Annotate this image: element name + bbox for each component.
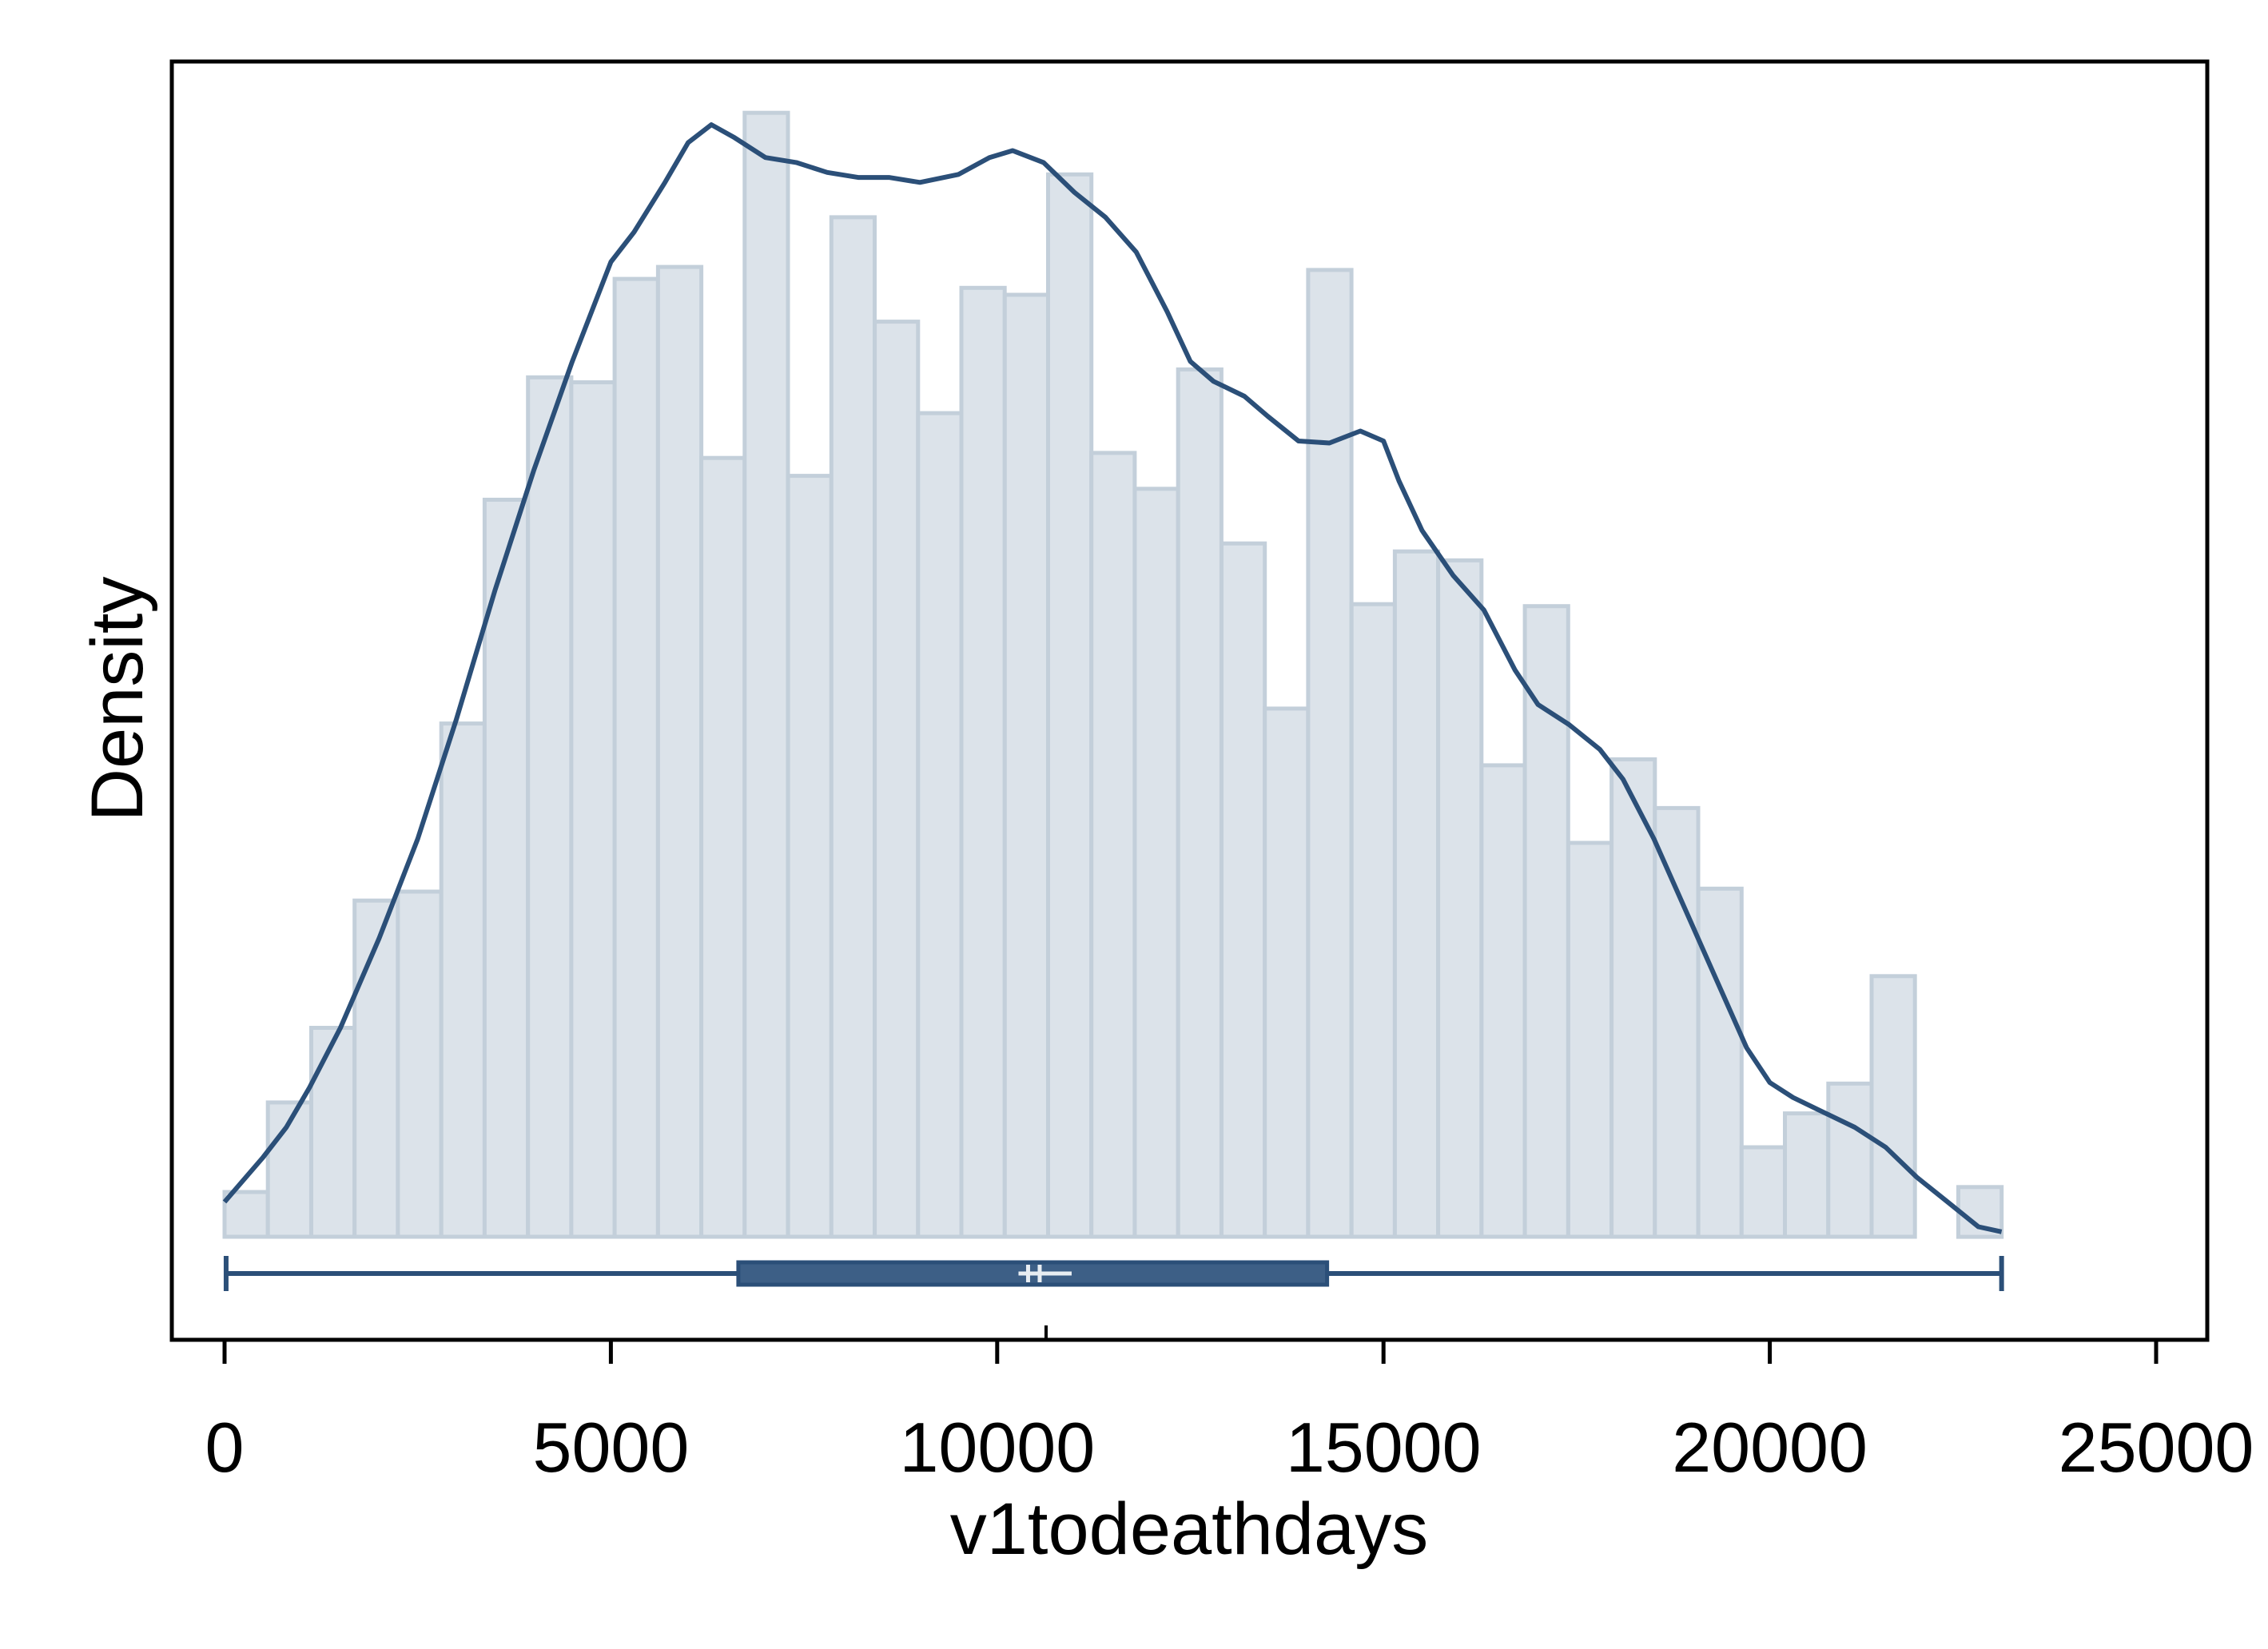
histogram-bar xyxy=(699,455,747,1239)
histogram-bar xyxy=(1132,487,1180,1239)
histogram-bar xyxy=(1479,763,1527,1239)
histogram-bar xyxy=(222,1190,270,1239)
x-tick-label: 5000 xyxy=(533,1408,690,1487)
histogram-bar xyxy=(959,285,1007,1239)
x-axis: 0 5000 10000 15000 20000 25000 xyxy=(205,1340,2254,1487)
x-tick-label: 10000 xyxy=(899,1408,1095,1487)
histogram-bar xyxy=(1306,268,1354,1239)
y-axis-title: Density xyxy=(77,577,158,822)
histogram-bar xyxy=(786,474,834,1239)
histogram-bar xyxy=(1566,840,1614,1239)
histogram-bar xyxy=(1522,604,1570,1239)
histogram-bar xyxy=(916,411,964,1239)
histogram-bar xyxy=(1783,1111,1831,1239)
histogram-bar xyxy=(1869,974,1917,1239)
x-tick-label: 20000 xyxy=(1672,1408,1868,1487)
histogram-bar xyxy=(352,898,400,1239)
histogram-bar xyxy=(1349,602,1397,1239)
histogram-bar xyxy=(1653,805,1701,1239)
x-tick-label: 15000 xyxy=(1286,1408,1482,1487)
histogram-bar xyxy=(1089,451,1137,1239)
kde-curve xyxy=(222,122,2003,1234)
histogram-bar xyxy=(1739,1145,1788,1239)
histogram-bar xyxy=(1826,1081,1874,1239)
plot-frame xyxy=(169,59,2210,1342)
histogram-bar xyxy=(829,215,877,1239)
histogram-bar xyxy=(873,320,921,1239)
histogram-bar xyxy=(569,380,617,1239)
histogram-bar xyxy=(1176,367,1224,1239)
histogram-bar xyxy=(742,110,790,1239)
histogram-bar xyxy=(612,276,660,1239)
x-tick-label: 0 xyxy=(205,1408,245,1487)
histogram-bar xyxy=(1392,549,1441,1239)
x-axis-title: v1todeathdays xyxy=(950,1488,1428,1570)
box-plot xyxy=(223,1256,2004,1340)
histogram-bar xyxy=(482,498,531,1239)
histogram-bar xyxy=(439,721,487,1239)
histogram-bar xyxy=(1696,886,1744,1239)
x-tick-label: 25000 xyxy=(2059,1408,2254,1487)
histogram-bar xyxy=(526,375,574,1239)
histogram-bar xyxy=(1436,558,1484,1239)
histogram-bar xyxy=(1220,541,1267,1239)
histogram-bar xyxy=(1263,706,1311,1239)
histogram-bar xyxy=(309,1026,357,1239)
histogram-bar xyxy=(396,889,444,1239)
histogram-bars xyxy=(222,110,2004,1239)
histogram-bar xyxy=(1002,292,1051,1239)
histogram-bar xyxy=(1046,172,1094,1239)
histogram-bar xyxy=(655,264,704,1239)
